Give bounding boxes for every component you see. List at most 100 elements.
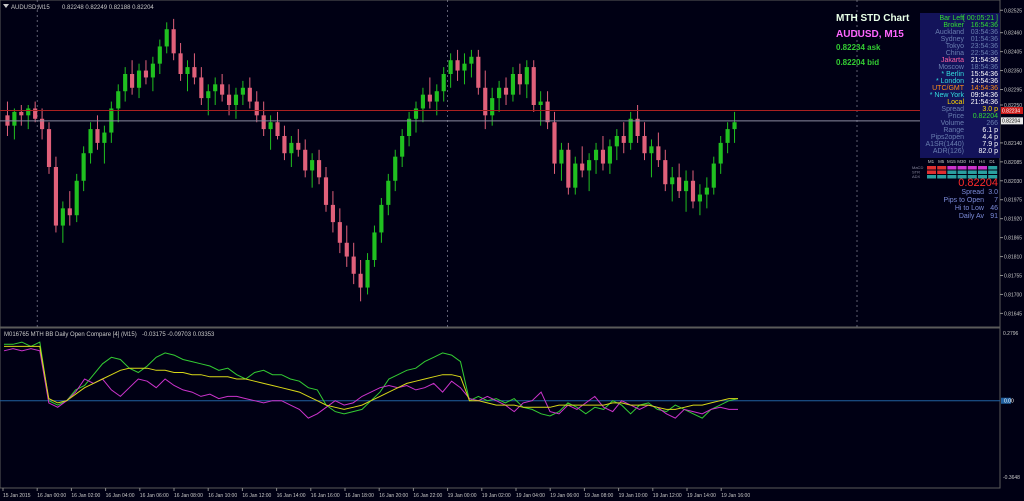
info-panel-rows: Bar Left[ 00:05:21 ]Broker 16:54:36 Auckla… bbox=[925, 15, 998, 155]
candle-body bbox=[566, 149, 571, 188]
price-label: 0.81975 bbox=[1004, 198, 1022, 204]
candle-body bbox=[407, 118, 412, 136]
info-row-value: 266 bbox=[986, 120, 998, 127]
time-label: 16 Jan 00:00 bbox=[37, 493, 66, 499]
tf-header: M1 bbox=[928, 159, 935, 164]
candle-body bbox=[448, 60, 453, 74]
candle-body bbox=[268, 122, 273, 130]
price-label: 0.82250 bbox=[1004, 103, 1022, 109]
candle-body bbox=[53, 167, 59, 226]
candle-body bbox=[178, 53, 183, 74]
indicator-top-label: 0.2796 bbox=[1003, 331, 1019, 337]
candle-body bbox=[607, 146, 612, 164]
candle-body bbox=[732, 122, 737, 130]
info-row-value: 6.1 p bbox=[982, 127, 998, 134]
candle-body bbox=[441, 74, 446, 92]
time-label: 19 Jan 04:00 bbox=[516, 493, 545, 499]
candle-body bbox=[310, 160, 315, 171]
info-row-label: Sydney bbox=[941, 36, 965, 43]
info-row-label: Volume bbox=[941, 120, 964, 127]
time-label: 19 Jan 08:00 bbox=[584, 493, 613, 499]
candle-body bbox=[711, 163, 716, 188]
info-row-value: 21:54:36 bbox=[971, 99, 998, 106]
time-axis: 15 Jan 2015 16 Jan 00:00 16 Jan 02:00 16 Ja… bbox=[2, 488, 750, 499]
candle-body bbox=[199, 77, 204, 99]
candle-body bbox=[33, 108, 38, 119]
candle-body bbox=[683, 180, 689, 192]
price-label: 0.81700 bbox=[1004, 292, 1022, 298]
info-row-label: Moscow bbox=[938, 64, 965, 71]
candle-body bbox=[531, 67, 536, 105]
tf-cell bbox=[927, 166, 936, 170]
info-row-value: 4.4 p bbox=[982, 134, 998, 141]
tf-header: M15 bbox=[947, 159, 956, 164]
candle-body bbox=[649, 146, 654, 154]
candle-body bbox=[628, 118, 633, 143]
candle-body bbox=[254, 101, 259, 116]
info-row-value: 7.9 p bbox=[982, 141, 998, 148]
candle-body bbox=[469, 56, 474, 64]
info-row-label: Jakarta bbox=[941, 57, 964, 64]
candle-body bbox=[725, 129, 730, 143]
candle-body bbox=[503, 87, 509, 95]
info-row-value: 23:54:36 bbox=[971, 43, 998, 50]
info-row-label: Pips2open bbox=[931, 134, 964, 141]
overlay-ask: 0.82234 ask bbox=[836, 43, 881, 52]
indicator-window[interactable]: M016765 MTH BB Daily Open Compare [4] (M… bbox=[0, 327, 1020, 489]
price-label: 0.82295 bbox=[1004, 88, 1022, 94]
time-label: 19 Jan 06:00 bbox=[550, 493, 579, 499]
price-label: 0.82350 bbox=[1004, 69, 1022, 75]
candle-body bbox=[420, 94, 426, 109]
candle-body bbox=[116, 91, 121, 109]
window-menu-icon[interactable] bbox=[3, 4, 9, 8]
time-label: 16 Jan 18:00 bbox=[345, 493, 374, 499]
ask-price-label: 0.82234 bbox=[1002, 108, 1020, 114]
price-label: 0.82085 bbox=[1004, 160, 1022, 166]
tf-row-label: MaCD bbox=[912, 165, 923, 170]
time-label: 19 Jan 16:00 bbox=[721, 493, 750, 499]
tf-cell bbox=[937, 166, 947, 170]
info-row-value: 22:54:36 bbox=[971, 50, 998, 57]
info-row-label: Local bbox=[947, 99, 964, 106]
candle-body bbox=[697, 194, 702, 202]
candle-body bbox=[206, 91, 211, 99]
current-price-tag bbox=[1001, 117, 1023, 125]
price-label: 0.81645 bbox=[1004, 311, 1022, 317]
candle-body bbox=[587, 160, 592, 171]
candle-body bbox=[275, 122, 280, 136]
candle-body bbox=[323, 177, 329, 205]
candle-body bbox=[690, 180, 696, 202]
info-row-label: UTC/GMT bbox=[932, 85, 965, 92]
tf-cell bbox=[967, 170, 977, 174]
info-row-value: 16:54:36 bbox=[971, 22, 998, 29]
candle-body bbox=[600, 149, 606, 164]
info-row-label: ADR(126) bbox=[933, 148, 964, 155]
price-label: 0.81755 bbox=[1004, 274, 1022, 280]
tf-cell bbox=[988, 166, 998, 170]
price-box-value: 3.0 bbox=[988, 189, 998, 196]
price-window[interactable]: AUDUSD,M15 0.82248 0.82249 0.82188 0.822… bbox=[0, 0, 1001, 488]
candle-body bbox=[19, 111, 24, 116]
price-label: 0.82140 bbox=[1004, 141, 1022, 147]
tf-cell bbox=[937, 170, 947, 174]
candle-body bbox=[677, 177, 682, 192]
tf-cell bbox=[978, 175, 987, 179]
time-label: 16 Jan 04:00 bbox=[106, 493, 135, 499]
tf-cell bbox=[967, 166, 977, 170]
tf-header: M30 bbox=[957, 159, 966, 164]
tf-header: H4 bbox=[979, 159, 985, 164]
tf-cell bbox=[947, 166, 957, 170]
candle-body bbox=[358, 273, 363, 288]
candle-body bbox=[379, 204, 384, 233]
candle-body bbox=[670, 177, 675, 185]
candle-body bbox=[282, 136, 287, 154]
tf-cell bbox=[957, 166, 967, 170]
candle-body bbox=[593, 149, 599, 161]
candle-body bbox=[497, 87, 502, 99]
candle-body bbox=[365, 260, 370, 288]
candle-body bbox=[545, 101, 550, 123]
candle-body bbox=[226, 94, 232, 105]
candle-body bbox=[164, 29, 169, 47]
info-row-label: Range bbox=[943, 127, 964, 134]
